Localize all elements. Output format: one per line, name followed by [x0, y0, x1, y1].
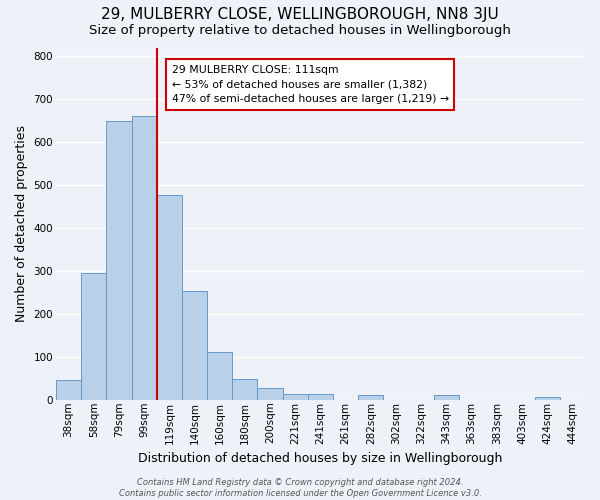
- Bar: [257, 388, 283, 400]
- Bar: [106, 122, 131, 400]
- Bar: [358, 394, 383, 400]
- Bar: [182, 292, 207, 400]
- Bar: [283, 394, 308, 400]
- Bar: [434, 395, 459, 400]
- X-axis label: Distribution of detached houses by size in Wellingborough: Distribution of detached houses by size …: [138, 452, 503, 465]
- Bar: [232, 379, 257, 400]
- Bar: [56, 380, 81, 400]
- Text: 29 MULBERRY CLOSE: 111sqm
← 53% of detached houses are smaller (1,382)
47% of se: 29 MULBERRY CLOSE: 111sqm ← 53% of detac…: [172, 64, 449, 104]
- Bar: [207, 352, 232, 400]
- Bar: [157, 194, 182, 400]
- Bar: [308, 394, 333, 400]
- Bar: [131, 116, 157, 400]
- Bar: [81, 274, 106, 400]
- Text: 29, MULBERRY CLOSE, WELLINGBOROUGH, NN8 3JU: 29, MULBERRY CLOSE, WELLINGBOROUGH, NN8 …: [101, 8, 499, 22]
- Y-axis label: Number of detached properties: Number of detached properties: [15, 126, 28, 322]
- Text: Contains HM Land Registry data © Crown copyright and database right 2024.
Contai: Contains HM Land Registry data © Crown c…: [119, 478, 481, 498]
- Bar: [535, 397, 560, 400]
- Text: Size of property relative to detached houses in Wellingborough: Size of property relative to detached ho…: [89, 24, 511, 37]
